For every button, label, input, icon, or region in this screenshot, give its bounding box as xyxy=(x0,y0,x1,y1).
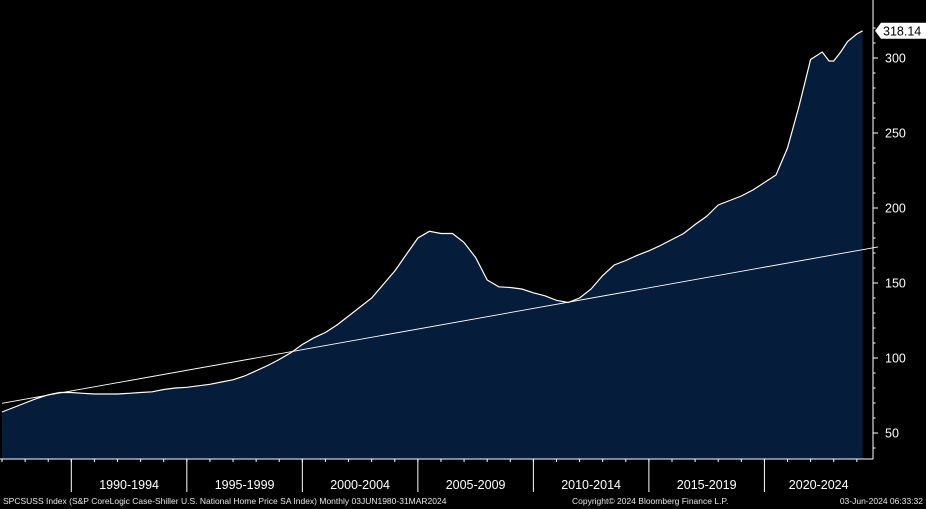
x-period-label: 1995-1999 xyxy=(215,478,275,492)
y-tick-label: 200 xyxy=(885,202,906,216)
footer-copyright: Copyright© 2024 Bloomberg Finance L.P. xyxy=(572,496,729,506)
x-period-label: 1990-1994 xyxy=(99,478,159,492)
y-tick-label: 100 xyxy=(885,352,906,366)
last-value-label: 318.14 xyxy=(883,24,921,38)
x-period-label: 2020-2024 xyxy=(789,478,849,492)
footer-timestamp: 03-Jun-2024 06:33:32 xyxy=(839,496,923,506)
footer-index-description: SPCSUSS Index (S&P CoreLogic Case-Shille… xyxy=(3,496,447,506)
axes-layer: 50 100 150 200 250 300 1990-1994 1995-1999 2000-… xyxy=(0,0,906,492)
series-line xyxy=(1,30,863,413)
series-area-layer xyxy=(2,30,863,460)
last-value-badge: 318.14 xyxy=(875,22,926,39)
x-period-label: 2010-2014 xyxy=(561,478,621,492)
x-period-label: 2005-2009 xyxy=(446,478,506,492)
y-tick-label: 50 xyxy=(885,427,899,441)
y-tick-label: 150 xyxy=(885,277,906,291)
trend-line xyxy=(1,246,879,404)
x-period-label: 2000-2004 xyxy=(330,478,390,492)
series-line-layer xyxy=(1,30,879,413)
y-tick-label: 300 xyxy=(885,52,906,66)
series-area-fill xyxy=(2,30,863,460)
x-period-label: 2015-2019 xyxy=(677,478,737,492)
y-tick-label: 250 xyxy=(885,127,906,141)
last-value-badge-shape xyxy=(875,22,926,39)
